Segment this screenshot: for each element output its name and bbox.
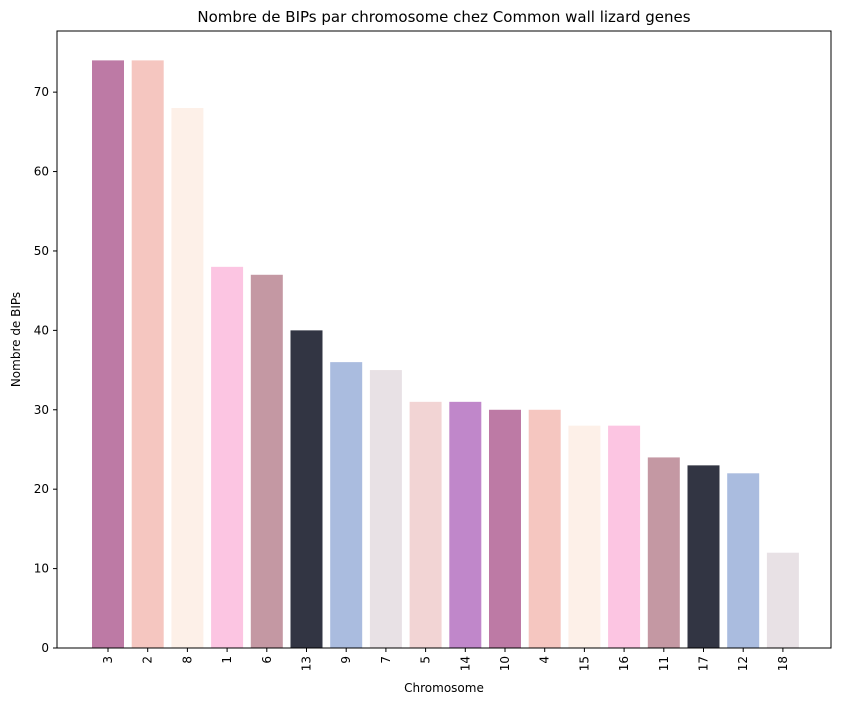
x-tick-label-13: 13 bbox=[300, 656, 314, 671]
bar-chromosome-2 bbox=[131, 60, 164, 648]
bar-chromosome-15 bbox=[568, 425, 601, 648]
x-tick-label-1: 1 bbox=[220, 656, 234, 664]
y-axis: 0 10 20 30 40 50 60 70 bbox=[34, 85, 57, 655]
x-tick-label-14: 14 bbox=[458, 656, 472, 671]
x-tick-label-10: 10 bbox=[498, 656, 512, 671]
bar-chromosome-5 bbox=[409, 401, 442, 648]
bar-chromosome-7 bbox=[369, 370, 402, 648]
y-tick-label-10: 10 bbox=[34, 562, 49, 576]
x-tick-label-18: 18 bbox=[776, 656, 790, 671]
x-tick-label-4: 4 bbox=[538, 656, 552, 664]
x-tick-label-2: 2 bbox=[141, 656, 155, 664]
bar-chromosome-14 bbox=[449, 401, 482, 648]
bar-chromosome-11 bbox=[647, 457, 680, 648]
x-tick-label-11: 11 bbox=[657, 656, 671, 671]
bar-chromosome-18 bbox=[766, 552, 799, 648]
x-tick-label-3: 3 bbox=[101, 656, 115, 664]
bar-chromosome-1 bbox=[211, 266, 244, 648]
y-tick-label-30: 30 bbox=[34, 403, 49, 417]
x-tick-label-7: 7 bbox=[379, 656, 393, 664]
x-tick-label-9: 9 bbox=[339, 656, 353, 664]
bar-chromosome-12 bbox=[727, 473, 760, 648]
bars-group bbox=[92, 60, 799, 648]
bar-chromosome-4 bbox=[528, 409, 561, 648]
bar-chromosome-9 bbox=[330, 362, 363, 648]
plot-frame bbox=[56, 30, 832, 649]
bar-chromosome-6 bbox=[250, 274, 283, 648]
y-axis-label: Nombre de BIPs bbox=[9, 292, 23, 387]
x-tick-label-15: 15 bbox=[577, 656, 591, 671]
y-tick-label-20: 20 bbox=[34, 482, 49, 496]
chart-title: Nombre de BIPs par chromosome chez Commo… bbox=[197, 8, 690, 26]
bar-chromosome-8 bbox=[171, 108, 204, 648]
y-tick-label-0: 0 bbox=[41, 641, 49, 655]
bar-chromosome-3 bbox=[92, 60, 124, 648]
x-tick-label-17: 17 bbox=[697, 656, 711, 671]
y-tick-label-60: 60 bbox=[34, 165, 49, 179]
x-axis-label: Chromosome bbox=[404, 681, 484, 695]
bar-chromosome-17 bbox=[687, 465, 720, 648]
y-tick-label-50: 50 bbox=[34, 244, 49, 258]
x-tick-label-6: 6 bbox=[260, 656, 274, 664]
x-axis: 3 2 8 1 6 13 9 7 5 14 10 4 15 16 11 17 12 18 bbox=[101, 648, 790, 671]
x-tick-label-12: 12 bbox=[736, 656, 750, 671]
bar-chromosome-13 bbox=[290, 330, 323, 648]
bar-chromosome-10 bbox=[489, 409, 521, 648]
y-tick-label-40: 40 bbox=[34, 323, 49, 337]
y-tick-label-70: 70 bbox=[34, 85, 49, 99]
bar-chromosome-16 bbox=[608, 425, 641, 648]
x-tick-label-16: 16 bbox=[617, 656, 631, 671]
x-tick-label-5: 5 bbox=[419, 656, 433, 664]
x-tick-label-8: 8 bbox=[180, 656, 194, 664]
